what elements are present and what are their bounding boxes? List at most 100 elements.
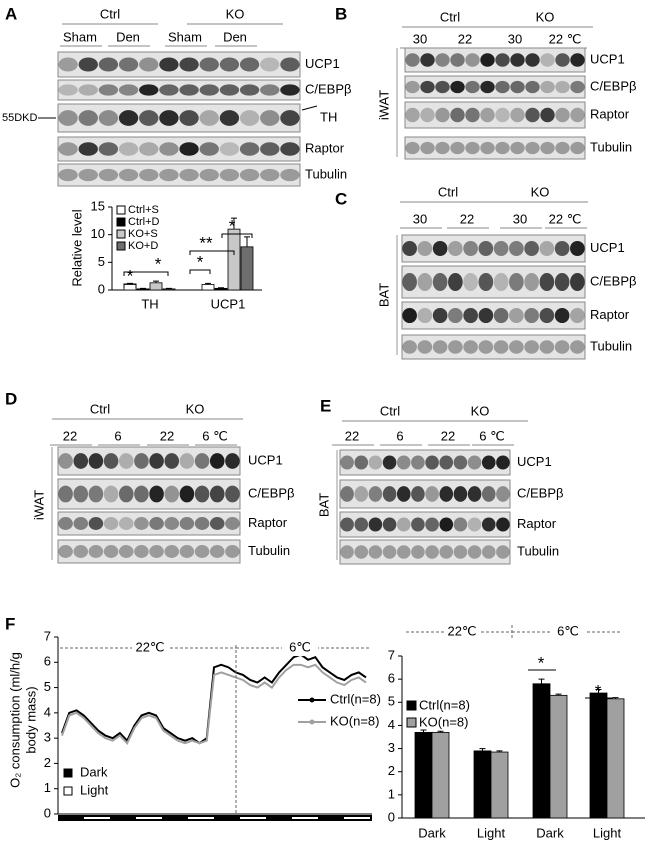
group-label: Ctrl [90,401,110,416]
row-label: Tubulin [590,338,632,353]
band [450,107,465,123]
lane-label: 6 [114,428,121,443]
row-label: C/EBPβ [590,273,637,288]
band [425,486,439,502]
band [432,240,448,257]
band [510,80,525,94]
band [467,455,482,470]
blot [57,539,241,564]
bar [240,246,254,291]
band [225,485,240,503]
panel-label: D [5,389,17,408]
band [478,340,494,354]
size-marker: 55DKD [2,112,38,124]
row-label: UCP1 [517,454,552,469]
legend-label: Ctrl(n=8) [330,691,381,706]
x-tick-label: Dark [536,825,564,840]
band [448,307,463,324]
blot [404,101,586,129]
lane-label: 22 [160,428,174,443]
band [524,240,539,257]
band [159,142,179,156]
band [463,273,478,291]
light-segment [344,817,370,819]
legend-swatch [116,229,126,239]
legend-label: Ctrl+S [128,204,159,216]
band [402,307,417,324]
y-tick-label: 6 [388,671,395,686]
band [88,517,104,530]
band [159,110,179,126]
bracket [189,269,211,274]
y-tick-label: 15 [91,198,105,213]
band [78,110,98,126]
band [411,486,425,502]
band [405,107,420,123]
band [78,84,98,96]
band [118,84,139,96]
band [509,307,524,324]
band [149,517,164,530]
row-label: Raptor [590,106,630,121]
band [239,142,260,156]
band [555,80,570,94]
legend-swatch [116,205,126,215]
band [402,240,417,257]
band [510,107,525,123]
band [495,141,510,155]
band [103,517,119,530]
panel-label: A [5,4,17,23]
band [570,307,585,324]
band [481,517,496,532]
group-label: Ctrl [438,184,458,199]
row-label: Tubulin [590,139,632,154]
band [199,84,219,96]
legend-swatch [406,700,417,711]
band [354,486,369,502]
line [61,663,367,745]
band [493,273,509,291]
band [179,110,199,126]
band [448,240,463,257]
band [164,453,180,469]
band [134,485,149,503]
band [554,340,570,354]
row-label: Raptor [305,140,345,155]
band [539,307,555,324]
band [495,107,510,123]
band [554,273,570,291]
band [411,455,425,470]
band [525,141,540,155]
band [73,545,89,558]
band [159,84,179,96]
band [465,80,480,94]
bar [473,750,492,819]
blot [401,265,586,299]
blot [401,301,586,330]
x-tick-label: Dark [418,825,446,840]
band [340,455,354,470]
band [368,545,383,559]
band [118,517,134,530]
panel-label: E [320,396,331,415]
band [209,453,225,469]
band [435,141,450,155]
legend-swatch [63,768,73,778]
blot [404,136,586,160]
band [402,273,417,291]
band [495,80,510,94]
y-label: O₂ consumption (ml/h/g [7,652,22,788]
y-tick-label: 6 [44,654,51,669]
blot [57,51,301,78]
band [58,168,78,182]
label-bg [550,624,586,640]
row-label: UCP1 [590,240,625,255]
band [98,57,119,72]
error-bar [612,697,619,699]
band [209,485,225,503]
y-tick-label: 5 [388,694,395,709]
band [496,517,510,532]
band [209,517,225,530]
band [467,545,482,559]
band [73,517,89,530]
